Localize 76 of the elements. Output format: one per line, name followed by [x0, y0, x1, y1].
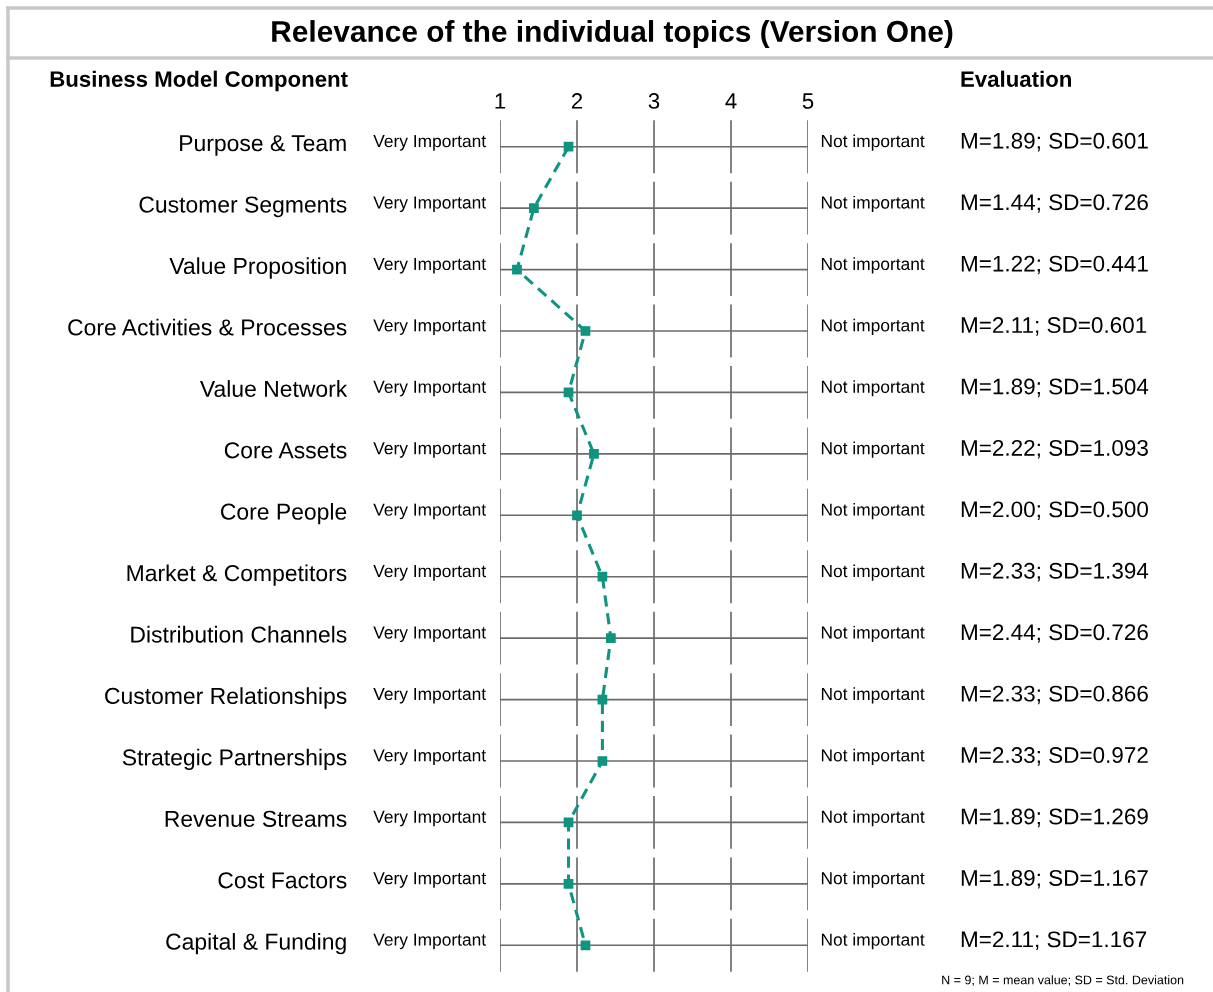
y-tick-label: Cost Factors	[218, 872, 347, 889]
point	[597, 571, 608, 582]
text: Very Important	[373, 380, 486, 397]
text: Evaluation	[961, 70, 1071, 87]
point	[512, 264, 522, 275]
data-label: M=1.22; SD=0.441	[961, 255, 1148, 275]
point	[606, 633, 616, 644]
point	[529, 203, 539, 214]
point	[572, 510, 582, 521]
x2-tick-label: 1	[495, 93, 506, 109]
y-tick-label: Customer Segments	[139, 196, 347, 218]
y-tick-label: Core People	[221, 502, 347, 525]
data-label: M=1.89; SD=1.269	[961, 808, 1148, 828]
data-label: M=2.33; SD=0.866	[961, 685, 1148, 705]
data-label: M=2.33; SD=1.394	[961, 562, 1149, 582]
data-label: M=2.44; SD=0.726	[961, 624, 1148, 643]
text: Very Important	[373, 442, 486, 458]
point	[580, 326, 591, 336]
text: N = 9; M = mean value; SD = Std. Deviation	[942, 975, 1184, 986]
text: Very Important	[373, 503, 486, 520]
text: Not important	[821, 503, 925, 520]
y-axis-title: Business Model Component	[50, 70, 348, 92]
point	[580, 940, 591, 951]
y-tick-label: Revenue Streams	[165, 810, 347, 827]
point	[597, 756, 608, 766]
point	[589, 448, 599, 459]
text: Very Important	[373, 319, 486, 335]
point	[563, 878, 574, 889]
y-tick-label: Distribution Channels	[131, 625, 347, 643]
text: Not important	[821, 625, 925, 643]
text: Very Important	[373, 749, 486, 765]
text: Not important	[821, 871, 925, 888]
y-tick-label: Core Assets	[224, 442, 347, 459]
text: Not important	[821, 748, 925, 765]
data-label: M=2.33; SD=0.972	[961, 747, 1148, 766]
data-label: M=2.00; SD=0.500	[961, 501, 1148, 520]
text: Very Important	[373, 933, 486, 950]
text: Not important	[821, 687, 925, 704]
text: Very Important	[373, 257, 486, 274]
y-tick-label: Core Activities & Processes	[68, 318, 347, 336]
x2-tick-label: 4	[725, 93, 737, 109]
data-label: M=2.22; SD=1.093	[961, 439, 1148, 459]
point	[563, 141, 574, 152]
y-tick-label: Market & Competitors	[127, 564, 347, 586]
text: Very Important	[373, 135, 486, 151]
data-label: M=1.89; SD=1.504	[961, 378, 1149, 398]
data-label: M=1.89; SD=1.167	[961, 869, 1148, 889]
text: Not important	[821, 195, 925, 213]
y-tick-label: Customer Relationships	[105, 687, 347, 709]
text: Very Important	[373, 565, 486, 581]
y-tick-label: Value Proposition	[169, 257, 346, 279]
text: Not important	[821, 810, 925, 827]
y-tick-label: Value Network	[199, 380, 348, 397]
text: Very Important	[373, 196, 486, 213]
y-tick-label: Capital & Funding	[166, 932, 346, 955]
data-label: M=2.11; SD=0.601	[961, 317, 1147, 336]
data-label: M=1.89; SD=0.601	[961, 132, 1148, 152]
x2-tick-label: 2	[571, 93, 583, 109]
y-tick-label: Purpose & Team	[180, 135, 346, 156]
text: Not important	[821, 564, 925, 581]
text: Not important	[821, 134, 925, 151]
data-label: M=2.11; SD=1.167	[961, 931, 1147, 950]
text: Not important	[821, 933, 925, 950]
data-label: M=1.44; SD=0.726	[961, 194, 1148, 213]
text: Very Important	[373, 626, 486, 643]
chart-title: Relevance of the individual topics (Version One)	[272, 20, 953, 48]
text: Very Important	[373, 687, 486, 704]
text: Not important	[821, 441, 925, 458]
text: Not important	[821, 380, 925, 397]
x2-tick-label: 5	[802, 93, 814, 109]
text: Not important	[821, 257, 925, 274]
text: Not important	[821, 318, 925, 335]
y-tick-label: Strategic Partnerships	[122, 748, 347, 771]
x2-tick-label: 3	[648, 93, 660, 109]
text: Very Important	[373, 810, 486, 827]
text: Very Important	[373, 872, 486, 888]
